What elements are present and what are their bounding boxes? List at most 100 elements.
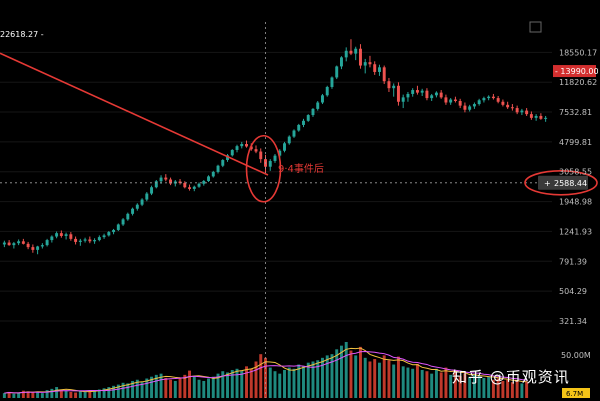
volume-bar <box>135 379 139 398</box>
candle-body <box>230 149 234 156</box>
candle-body <box>183 183 187 188</box>
candle-body <box>316 102 320 109</box>
volume-bar <box>472 374 476 398</box>
candle-body <box>97 237 101 241</box>
volume-bar <box>468 377 472 398</box>
candle-body <box>325 86 329 96</box>
volume-bar <box>202 380 206 398</box>
volume-bar <box>292 368 296 398</box>
volume-bar <box>373 359 377 398</box>
event-annotation: 9·4事件后 <box>278 162 324 175</box>
candle-body <box>26 243 30 248</box>
volume-bar <box>273 371 277 398</box>
candle-body <box>321 95 324 103</box>
volume-bar <box>12 393 16 398</box>
candle-body <box>2 242 6 245</box>
candle-body <box>434 92 438 96</box>
crosshair-plus-icon: + <box>544 179 551 188</box>
volume-bar <box>245 366 248 398</box>
crosshair-price-box <box>538 175 588 190</box>
candle-body <box>36 246 40 250</box>
crosshair-price-highlight <box>524 169 598 196</box>
volume-bar <box>325 355 329 398</box>
volume-bar <box>226 372 229 398</box>
volume-bar <box>69 391 73 398</box>
volume-bar <box>178 377 182 398</box>
volume-bar <box>211 376 215 398</box>
candle-body <box>335 66 339 78</box>
volume-bar <box>496 378 500 398</box>
candle-body <box>273 155 277 161</box>
volume-bar <box>477 376 481 398</box>
candle-body <box>444 97 448 103</box>
candle-body <box>245 143 248 147</box>
volume-bar <box>230 370 234 398</box>
volume-bar <box>2 393 6 398</box>
volume-bar <box>335 349 339 398</box>
volume-bar <box>88 390 92 398</box>
event-highlight-ellipse <box>245 134 282 203</box>
candle-body <box>302 120 305 125</box>
candle-body <box>520 110 524 113</box>
candle-body <box>259 151 263 160</box>
candle-body <box>226 155 229 161</box>
candle-body <box>544 117 548 119</box>
volume-bar <box>453 371 457 398</box>
candle-body <box>344 50 348 58</box>
volume-bar <box>21 390 25 398</box>
volume-bar <box>501 380 505 398</box>
candle-body <box>463 105 467 110</box>
volume-bar <box>249 368 253 398</box>
candle-body <box>192 186 196 189</box>
candle-body <box>439 92 443 98</box>
candle-body <box>468 106 472 110</box>
volume-bar <box>377 362 381 398</box>
volume-axis-label: 50.00M <box>561 351 591 360</box>
volume-bar <box>254 361 258 398</box>
volume-bar <box>259 354 263 398</box>
volume-bar <box>221 371 225 398</box>
candle-body <box>401 97 405 102</box>
volume-bar <box>192 376 196 398</box>
volume-bar <box>444 367 448 398</box>
volume-bar <box>515 380 519 398</box>
volume-bar <box>55 387 59 398</box>
candle-body <box>135 204 139 209</box>
y-tick-label: 1241.93 <box>559 227 592 236</box>
candle-body <box>102 235 106 238</box>
candle-body <box>121 219 125 225</box>
candle-body <box>330 77 334 87</box>
candle-body <box>534 115 538 118</box>
volume-bar <box>102 388 106 398</box>
volume-bar <box>434 368 438 398</box>
volume-bar <box>197 379 201 398</box>
volume-bar <box>150 376 154 398</box>
volume-bar <box>430 373 434 398</box>
candle-body <box>501 101 505 105</box>
candle-body <box>107 232 111 236</box>
candle-body <box>7 242 11 246</box>
volume-bar <box>339 345 343 398</box>
volume-bar <box>50 388 54 398</box>
volume-bar <box>520 383 524 398</box>
current-price-tag <box>553 65 596 78</box>
candle-body <box>74 238 78 242</box>
volume-bar <box>140 382 144 398</box>
candle-body <box>112 229 116 233</box>
candle-body <box>373 64 377 72</box>
y-tick-label: 791.39 <box>559 257 587 266</box>
volume-ma-line <box>4 347 527 394</box>
candle-body <box>368 62 372 65</box>
current-price-label: - 13990.00 <box>555 67 599 76</box>
candle-body <box>83 239 87 241</box>
volume-bar <box>354 355 358 398</box>
volume-bar <box>392 364 396 398</box>
candle-body <box>491 96 495 99</box>
volume-bar <box>173 380 177 398</box>
candle-body <box>159 177 163 182</box>
candle-body <box>377 67 381 72</box>
candle-body <box>202 180 206 184</box>
y-tick-label: 1948.98 <box>559 198 592 207</box>
candle-body <box>278 150 282 156</box>
y-tick-label: 11820.62 <box>559 78 597 87</box>
